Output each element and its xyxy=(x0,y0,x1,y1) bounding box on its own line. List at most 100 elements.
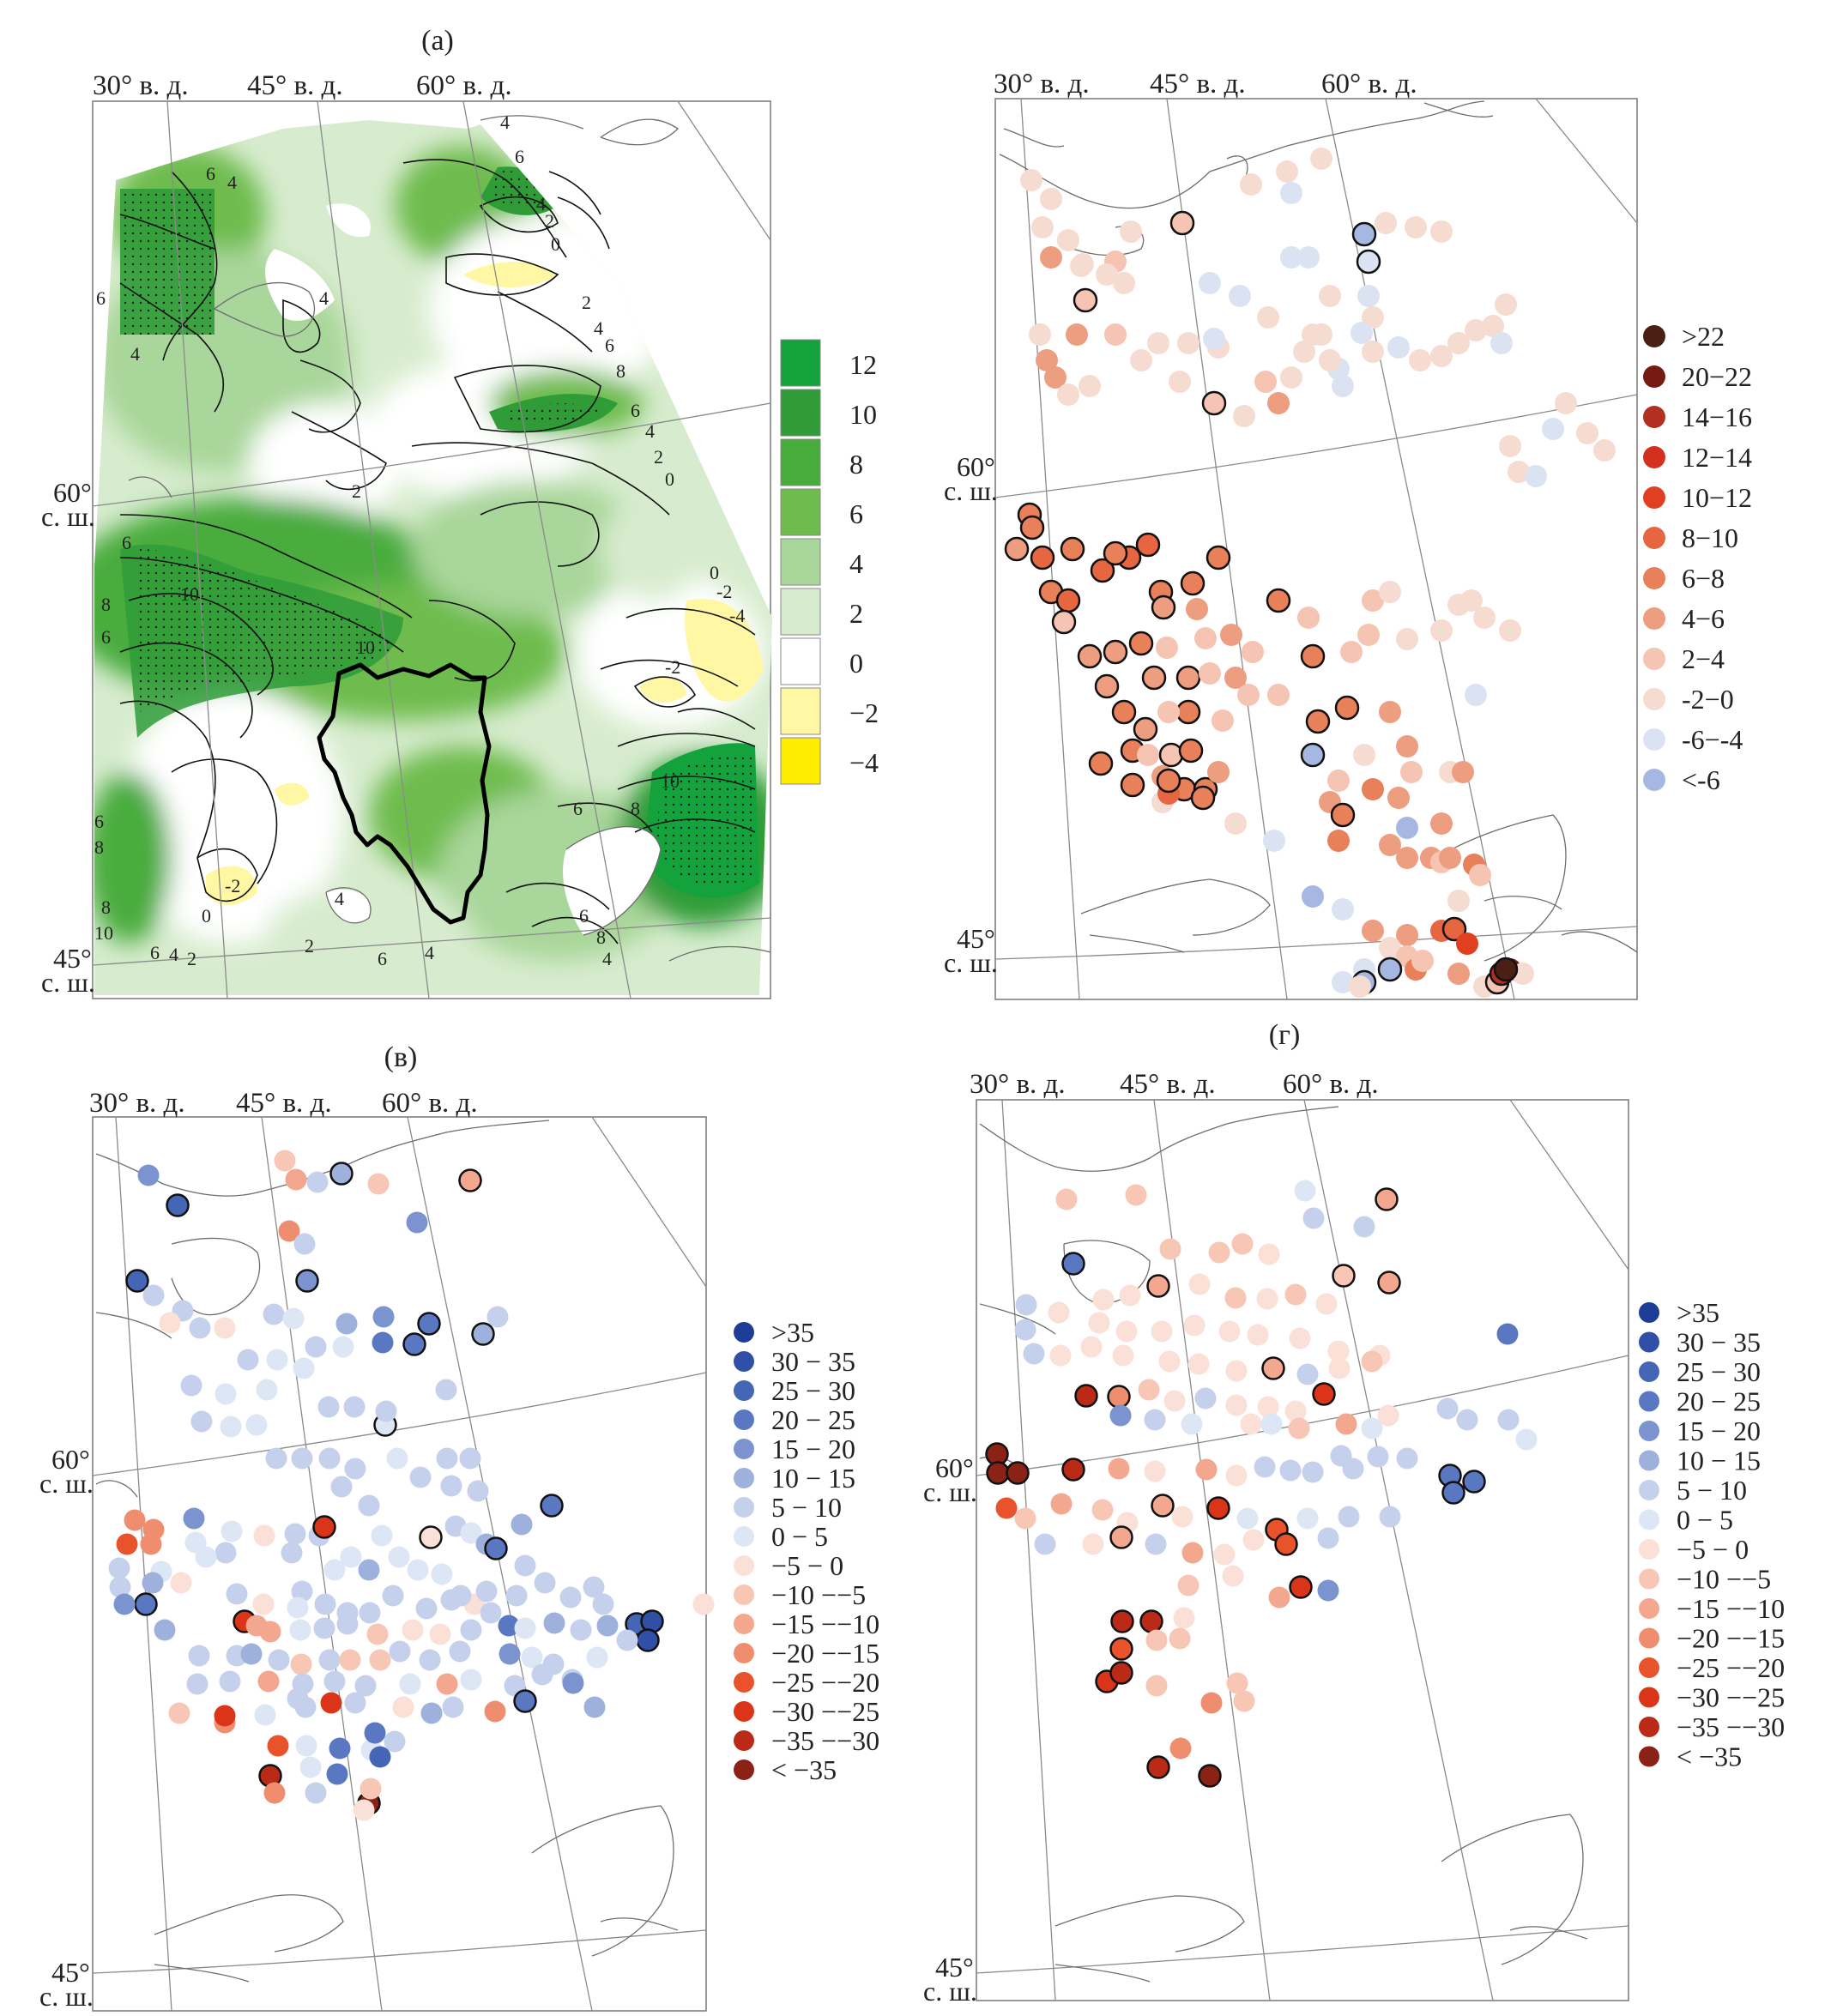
legend-label: −20 −−15 xyxy=(1677,1623,1785,1654)
panel-a-lon-60: 60° в. д. xyxy=(416,70,512,101)
station-marker xyxy=(265,1447,287,1470)
station-marker xyxy=(1430,345,1453,367)
station-marker xyxy=(514,1554,536,1577)
station-marker xyxy=(402,1332,426,1356)
station-marker xyxy=(1088,751,1114,776)
station-marker xyxy=(1169,1627,1191,1650)
contour-label: 6 xyxy=(573,798,583,819)
contour-label: 4 xyxy=(169,944,178,965)
panel-c: (в) 30° в. д. 45° в. д. 60° в. д. 60° с.… xyxy=(39,1041,715,2012)
legend-marker xyxy=(734,1730,754,1751)
station-marker xyxy=(440,1475,462,1497)
station-marker xyxy=(1112,1344,1134,1367)
station-marker xyxy=(1379,581,1401,603)
contour-label: 6 xyxy=(631,400,640,421)
station-marker xyxy=(240,1643,263,1665)
legend-label: <-6 xyxy=(1682,764,1720,795)
legend-label: -6−-4 xyxy=(1682,724,1743,755)
legend-marker xyxy=(1639,1598,1659,1619)
station-marker xyxy=(1330,802,1356,828)
panel-b-legend: >22 20−22 14−16 12−14 10−12 8−10 6−8 4−6 2−4 -2−0… xyxy=(1643,321,1752,795)
panel-c-lon-60: 60° в. д. xyxy=(382,1088,478,1119)
station-marker xyxy=(1092,1289,1115,1311)
station-marker xyxy=(1055,588,1081,613)
legend-label: 20 − 25 xyxy=(771,1404,855,1435)
station-marker xyxy=(295,1269,319,1293)
station-marker xyxy=(1387,787,1410,809)
panel-a-coastline xyxy=(128,115,771,962)
station-marker xyxy=(1088,1312,1110,1334)
station-marker xyxy=(1070,255,1092,277)
station-marker xyxy=(1120,772,1145,798)
station-marker xyxy=(640,1609,664,1633)
legend-marker xyxy=(1639,1657,1659,1678)
contour-label: 6 xyxy=(579,905,589,927)
station-marker xyxy=(1396,735,1418,758)
station-marker xyxy=(291,1580,313,1603)
station-marker xyxy=(1430,619,1453,642)
station-marker xyxy=(180,1374,202,1397)
station-marker xyxy=(1151,595,1176,620)
station-marker xyxy=(1469,864,1491,886)
station-marker xyxy=(1332,898,1354,920)
contour-label: 2 xyxy=(352,480,361,502)
station-marker xyxy=(259,1621,281,1643)
station-marker xyxy=(1194,1387,1217,1409)
station-marker xyxy=(1305,709,1331,734)
station-marker xyxy=(285,1168,307,1191)
panel-b: 30° в. д. 45° в. д. 60° в. д. 60° с. ш. … xyxy=(944,69,1638,1000)
station-marker xyxy=(1377,957,1403,982)
station-marker xyxy=(1293,341,1315,363)
station-marker xyxy=(406,1211,428,1234)
contour-label: 0 xyxy=(710,562,719,583)
station-marker xyxy=(369,1746,391,1768)
legend-label: −5 − 0 xyxy=(771,1550,843,1581)
station-marker xyxy=(353,1799,375,1821)
station-marker xyxy=(1229,285,1251,307)
station-marker xyxy=(1362,589,1384,612)
legend-swatch xyxy=(780,389,821,437)
station-marker xyxy=(636,1628,660,1652)
station-marker xyxy=(1145,1533,1167,1555)
station-marker xyxy=(1156,768,1181,794)
station-marker xyxy=(505,1584,528,1607)
station-marker xyxy=(1456,1409,1478,1431)
station-marker xyxy=(1158,1350,1181,1373)
legend-label: −5 − 0 xyxy=(1677,1534,1749,1565)
station-marker xyxy=(1051,609,1077,635)
legend-swatch xyxy=(780,538,821,586)
station-marker xyxy=(1436,1397,1459,1420)
station-marker xyxy=(420,1702,443,1724)
station-marker xyxy=(1169,1737,1192,1759)
station-marker xyxy=(1367,1446,1389,1468)
station-marker xyxy=(1525,465,1547,487)
panel-c-stations xyxy=(108,1150,715,1821)
legend-label: 30 − 35 xyxy=(771,1346,855,1377)
legend-label: −4 xyxy=(849,747,879,778)
station-marker xyxy=(287,1687,309,1710)
legend-label: −25 −−20 xyxy=(771,1667,879,1698)
station-marker xyxy=(1332,971,1354,993)
station-marker xyxy=(1212,709,1234,732)
station-marker xyxy=(1447,963,1470,985)
station-marker xyxy=(314,1593,336,1615)
station-marker xyxy=(1077,643,1103,669)
station-marker xyxy=(226,1583,248,1605)
legend-label: 10 − 15 xyxy=(1677,1446,1761,1476)
station-marker xyxy=(1284,1283,1307,1306)
legend-label: −30 −−25 xyxy=(1677,1682,1785,1713)
station-marker xyxy=(221,1520,243,1542)
station-marker xyxy=(1225,1394,1248,1416)
station-marker xyxy=(1280,182,1302,204)
station-marker xyxy=(366,1623,389,1645)
contour-label: 10 xyxy=(180,583,199,605)
legend-marker xyxy=(734,1672,754,1693)
station-marker xyxy=(1177,1574,1199,1597)
legend-marker xyxy=(1639,1568,1659,1590)
contour-label: 6 xyxy=(605,335,614,356)
panel-b-lat-45-deg: 45° xyxy=(957,923,995,954)
station-marker xyxy=(1340,641,1363,663)
contour-label: 4 xyxy=(602,948,612,969)
station-marker xyxy=(1236,1507,1259,1530)
station-marker xyxy=(415,1597,438,1620)
